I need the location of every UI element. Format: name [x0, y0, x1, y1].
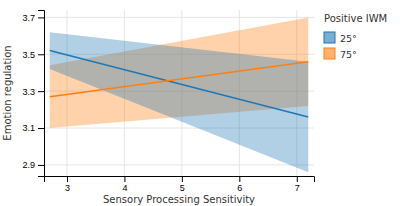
y-axis: 2.9 3.1 3.3 3.5 3.7: [22, 11, 44, 177]
grid-line: [44, 164, 314, 165]
tick-mark: [38, 17, 44, 18]
tick: 2.9: [22, 160, 44, 170]
tick: 3.1: [22, 123, 44, 133]
tick-mark: [38, 54, 44, 55]
legend-item: 75°: [324, 48, 357, 60]
marks: [50, 17, 309, 172]
tick: 7: [295, 176, 300, 193]
tick-mark: [67, 176, 68, 182]
tick: 3.5: [22, 50, 44, 60]
tick-label: 5: [180, 183, 185, 193]
tick: 6: [237, 176, 242, 193]
tick: 5: [180, 176, 185, 193]
tick-mark: [239, 176, 240, 182]
legend: Positive IWM 25° 75°: [324, 13, 387, 60]
legend-swatch: [324, 32, 335, 43]
regression-line: [50, 62, 309, 97]
tick-mark: [297, 176, 298, 182]
tick-label: 7: [295, 183, 300, 193]
tick-mark: [182, 176, 183, 182]
axis-line: [38, 11, 45, 177]
tick-label: 3.7: [22, 13, 35, 23]
tick: 4: [122, 176, 127, 193]
tick: 3: [65, 176, 70, 193]
plot: 3 4 5 6 7 2.9 3.1 3.3 3.5 3.7: [22, 10, 314, 193]
tick-label: 3.5: [22, 50, 35, 60]
grid: [44, 10, 314, 176]
tick-label: 6: [237, 183, 242, 193]
x-axis-title: Sensory Processing Sensitivity: [103, 194, 255, 205]
legend-title: Positive IWM: [324, 13, 387, 24]
legend-label: 25°: [340, 33, 357, 44]
tick-label: 3.3: [22, 87, 35, 97]
tick-label: 4: [122, 183, 127, 193]
y-axis-title: Emotion regulation: [2, 45, 13, 140]
tick-mark: [38, 165, 44, 166]
x-axis: 3 4 5 6 7: [45, 176, 315, 193]
tick-mark: [124, 176, 125, 182]
regression-line: [50, 51, 309, 117]
grid-line: [44, 17, 314, 18]
tick: 3.7: [22, 13, 44, 23]
chart: 3 4 5 6 7 2.9 3.1 3.3 3.5 3.7 Sensory Processing S…: [0, 0, 400, 206]
tick-label: 3.1: [22, 123, 35, 133]
tick-label: 2.9: [22, 160, 35, 170]
tick-mark: [38, 128, 44, 129]
legend-label: 75°: [340, 49, 357, 60]
tick-label: 3: [65, 183, 70, 193]
tick: 3.3: [22, 87, 44, 97]
tick-mark: [38, 91, 44, 92]
legend-swatch: [324, 48, 335, 59]
axis-line: [45, 177, 315, 183]
ci-band: [50, 32, 309, 172]
legend-item: 25°: [324, 32, 357, 44]
